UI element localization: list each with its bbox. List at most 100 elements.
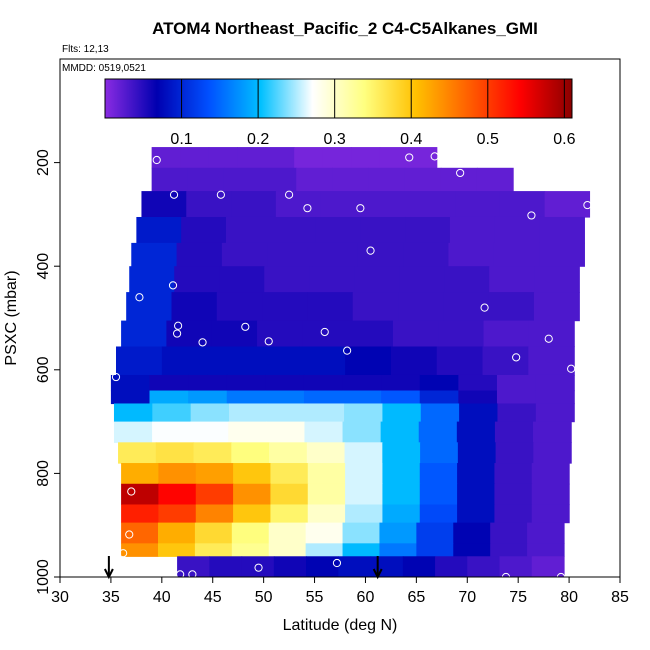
heatmap-cell <box>315 216 361 244</box>
heatmap-cell <box>419 463 458 485</box>
observation-point <box>501 572 511 577</box>
heatmap-cell <box>181 216 227 244</box>
observation-point <box>303 204 312 213</box>
heatmap-cell <box>539 216 585 244</box>
heatmap-cell <box>457 463 496 485</box>
observation-point <box>254 563 263 572</box>
x-tick-label: 55 <box>306 589 324 606</box>
heatmap-cell <box>268 543 307 557</box>
heatmap-cell <box>151 167 189 192</box>
heatmap-cell <box>195 483 234 506</box>
heatmap-cell <box>418 421 458 443</box>
x-tick-label: 60 <box>357 589 375 606</box>
heatmap-cell <box>419 374 459 392</box>
heatmap-cell <box>190 421 229 443</box>
heatmap-cell <box>131 242 178 267</box>
heatmap-cell <box>116 346 163 376</box>
heatmap-cell <box>344 403 384 423</box>
heatmap-cell <box>113 421 153 443</box>
heatmap-cell <box>149 390 189 405</box>
heatmap-cell <box>151 147 181 169</box>
colorbar-tick-label: 0.5 <box>477 131 499 148</box>
heatmap-cell <box>381 374 421 392</box>
heatmap-cell <box>303 374 344 392</box>
heatmap-cell <box>121 483 160 506</box>
observation-points <box>111 152 592 577</box>
heatmap-cell <box>306 442 346 464</box>
heatmap-cell <box>305 543 344 557</box>
heatmap-cell <box>490 543 528 557</box>
x-tick-label: 50 <box>255 589 273 606</box>
x-axis-label: Latitude (deg N) <box>283 617 398 634</box>
observation-point <box>172 329 182 338</box>
y-axis: 200 400 600 800 1000 <box>35 149 60 595</box>
heatmap-cell <box>307 463 346 485</box>
heatmap-cell <box>467 556 501 577</box>
heatmap-cell <box>158 504 197 524</box>
heatmap-cell <box>264 266 310 293</box>
heatmap-cell <box>531 483 570 506</box>
heatmap-cell <box>307 292 354 322</box>
observation-point <box>556 572 566 577</box>
heatmap-cell <box>270 504 309 524</box>
heatmap-cell <box>305 522 344 544</box>
heatmap-cell <box>307 483 346 506</box>
heatmap-cell <box>344 442 383 464</box>
heatmap-cell <box>233 483 272 506</box>
heatmap-cell <box>267 242 314 267</box>
heatmap-cell <box>489 266 535 293</box>
heatmap-cell <box>382 403 422 423</box>
heatmap-cell <box>457 504 496 524</box>
observation-point <box>356 204 365 213</box>
heatmap-cell <box>379 522 417 544</box>
heatmap-cell <box>113 403 153 423</box>
heatmap-cell <box>398 292 444 322</box>
heatmap-cell <box>299 346 346 376</box>
heatmap-cell <box>302 320 349 348</box>
observation-point <box>544 334 553 343</box>
heatmap-cell <box>420 403 460 423</box>
heatmap-cell <box>270 463 309 485</box>
heatmap-cell <box>267 403 307 423</box>
heatmap-cell <box>188 374 228 392</box>
heatmap-cell <box>399 266 445 293</box>
heatmap-cell <box>312 242 359 267</box>
heatmap-cell <box>496 390 537 405</box>
heatmap-cell <box>405 216 451 244</box>
heatmap-cell <box>320 191 367 218</box>
heatmap-cell <box>253 346 300 376</box>
heatmap-cell <box>444 266 490 293</box>
heatmap-cell <box>121 522 159 544</box>
heatmap-cell <box>305 403 345 423</box>
y-tick-label: 800 <box>35 460 52 487</box>
heatmap-cell <box>528 320 575 348</box>
heatmap-cell <box>539 242 585 267</box>
heatmap-cell <box>231 191 277 218</box>
colorbar-tick-label: 0.6 <box>553 131 575 148</box>
heatmap-cell <box>270 483 309 506</box>
heatmap-cell <box>231 543 270 557</box>
heatmap-cell <box>533 442 572 464</box>
heatmap-cell <box>226 390 266 405</box>
heatmap-cell <box>223 167 261 192</box>
heatmap-cell <box>458 374 498 392</box>
observation-point <box>284 190 294 199</box>
heatmap-cell <box>357 242 404 267</box>
colorbar-tick-label: 0.3 <box>324 131 346 148</box>
heatmap-cell <box>443 292 490 322</box>
heatmap-cell <box>194 543 233 557</box>
heatmap-cell <box>241 556 275 577</box>
x-tick-label: 35 <box>102 589 120 606</box>
heatmap-cell <box>260 167 297 192</box>
x-tick-label: 30 <box>51 589 69 606</box>
heatmap-cell <box>436 346 484 376</box>
heatmap-cell <box>403 242 450 267</box>
heatmap-cell <box>338 556 372 577</box>
heatmap-cell <box>233 463 272 485</box>
heatmap-cell <box>360 216 406 244</box>
heatmap-cell <box>365 191 411 218</box>
heatmap-cell <box>408 147 438 169</box>
heatmap-cell <box>534 266 580 293</box>
heatmap-cell <box>527 543 565 557</box>
